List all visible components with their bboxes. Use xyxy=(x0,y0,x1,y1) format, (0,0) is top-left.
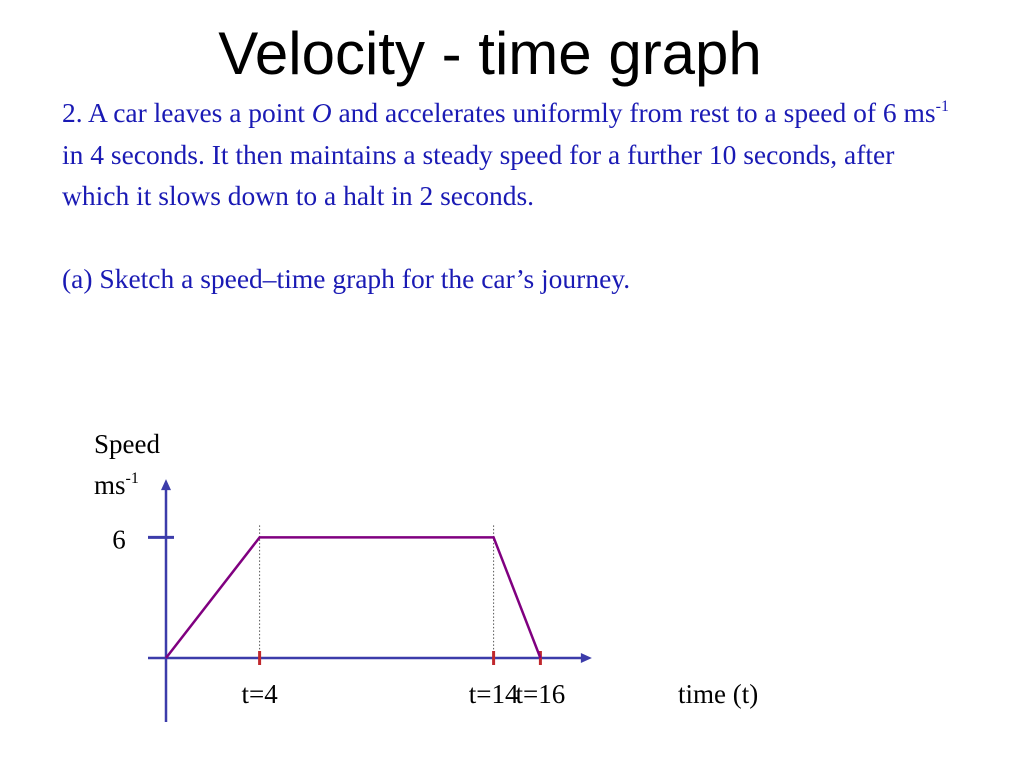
y-axis-unit-base: ms xyxy=(94,470,126,500)
question-after-point: and accelerates uniformly from rest to a… xyxy=(331,97,936,128)
point-o: O xyxy=(311,97,332,128)
question-rest: in 4 seconds. It then maintains a steady… xyxy=(62,138,895,212)
y-tick-label-0: 6 xyxy=(112,524,126,554)
question-unit-exponent: -1 xyxy=(935,98,949,115)
x-tick-label-0: t=4 xyxy=(241,679,278,709)
speed-series-line xyxy=(165,536,542,659)
part-a-text: (a) Sketch a speed–time graph for the ca… xyxy=(62,262,631,294)
x-tick-label-2: t=16 xyxy=(516,679,566,709)
x-axis-arrowhead xyxy=(580,653,592,663)
question-lead: 2. A car leaves a point xyxy=(62,97,312,128)
problem-text: 2. A car leaves a point O and accelerate… xyxy=(62,92,962,299)
slide-title: Velocity - time graph xyxy=(218,20,762,87)
x-tick-label-1: t=14 xyxy=(469,679,519,709)
question-paragraph: 2. A car leaves a point O and accelerate… xyxy=(62,92,962,217)
y-axis-unit-exponent: -1 xyxy=(126,470,139,487)
y-axis-unit: ms-1 xyxy=(94,470,139,500)
y-axis-arrowhead xyxy=(161,479,171,491)
y-axis-label: Speed xyxy=(94,429,160,459)
x-axis-label: time (t) xyxy=(678,679,758,709)
